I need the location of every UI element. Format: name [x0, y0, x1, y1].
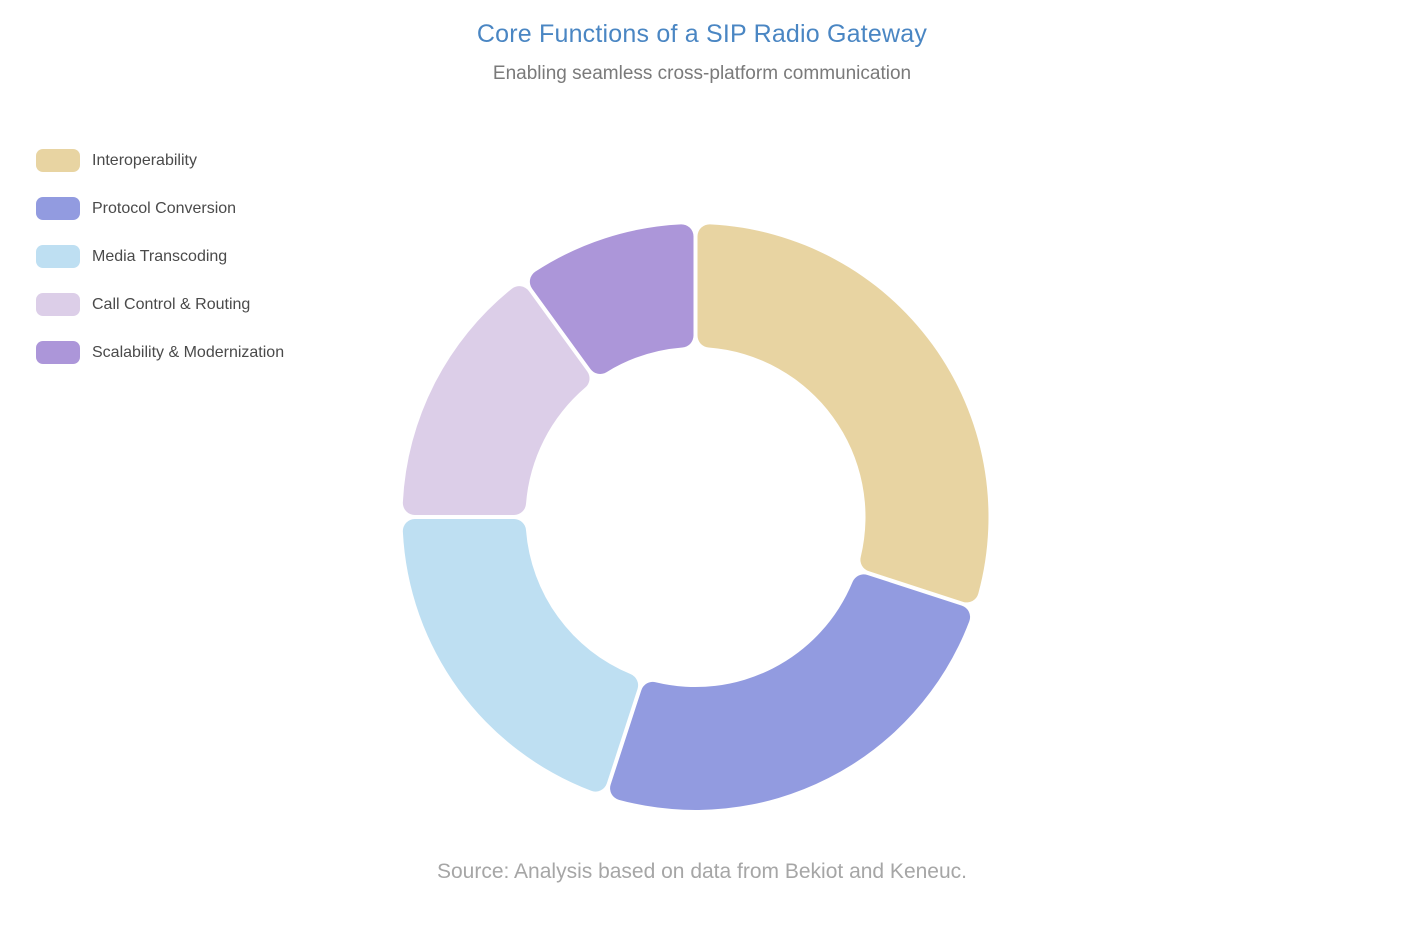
donut-segment-protocol-conversion[interactable]	[610, 574, 971, 810]
chart-title: Core Functions of a SIP Radio Gateway	[476, 20, 928, 48]
legend-label: Interoperability	[92, 151, 197, 169]
legend-label: Scalability & Modernization	[92, 343, 285, 361]
legend-swatch	[36, 293, 80, 316]
legend-swatch	[36, 197, 80, 220]
legend-item-scalability-modernization[interactable]: Scalability & Modernization	[36, 341, 284, 364]
legend-swatch	[36, 245, 80, 268]
legend-label: Protocol Conversion	[92, 199, 237, 217]
legend-swatch	[36, 149, 80, 172]
legend-swatch	[36, 341, 80, 364]
donut-segment-media-transcoding[interactable]	[402, 519, 639, 792]
legend-item-media-transcoding[interactable]: Media Transcoding	[36, 245, 284, 268]
chart-subtitle: Enabling seamless cross-platform communi…	[492, 63, 912, 84]
donut-segment-call-control-routing[interactable]	[402, 286, 590, 515]
legend-label: Media Transcoding	[92, 247, 228, 265]
donut-segment-interoperability[interactable]	[697, 224, 989, 603]
chart-legend: Interoperability Protocol Conversion Media…	[36, 149, 284, 389]
legend-item-interoperability[interactable]: Interoperability	[36, 149, 284, 172]
legend-label: Call Control & Routing	[92, 295, 251, 313]
legend-item-protocol-conversion[interactable]: Protocol Conversion	[36, 197, 284, 220]
donut-segment-scalability-modernization[interactable]	[529, 224, 694, 374]
source-note: Source: Analysis based on data from Beki…	[437, 860, 967, 883]
legend-item-call-control-routing[interactable]: Call Control & Routing	[36, 293, 284, 316]
